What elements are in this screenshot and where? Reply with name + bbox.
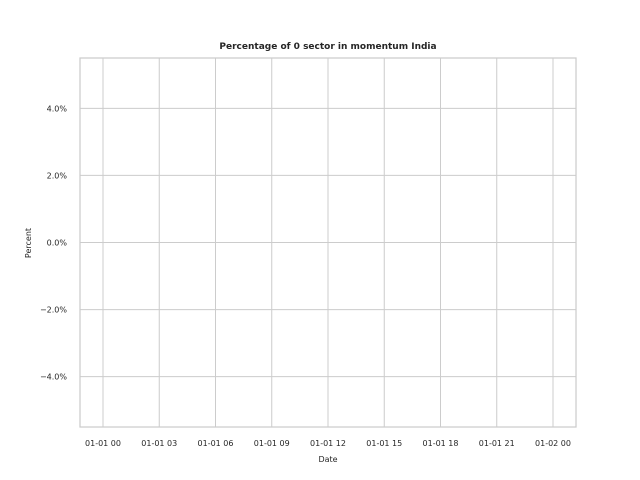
y-tick-label: 4.0% — [47, 104, 68, 113]
x-tick-label: 01-01 18 — [423, 439, 459, 448]
chart-title: Percentage of 0 sector in momentum India — [219, 42, 436, 52]
x-tick-label: 01-01 06 — [198, 439, 234, 448]
x-tick-label: 01-01 00 — [85, 439, 121, 448]
y-tick-label: −4.0% — [40, 373, 67, 382]
x-tick-label: 01-01 21 — [479, 439, 515, 448]
y-tick-label: 2.0% — [47, 171, 68, 180]
x-tick-label: 01-01 15 — [366, 439, 402, 448]
gridlines — [80, 58, 576, 427]
x-tick-label: 01-02 00 — [535, 439, 571, 448]
y-tick-labels: 4.0% 2.0% 0.0% −2.0% −4.0% — [40, 104, 67, 381]
y-tick-label: 0.0% — [47, 239, 68, 248]
x-tick-label: 01-01 03 — [141, 439, 177, 448]
x-tick-label: 01-01 09 — [254, 439, 290, 448]
y-axis-label: Percent — [24, 228, 33, 258]
x-tick-label: 01-01 12 — [310, 439, 346, 448]
x-tick-labels: 01-01 00 01-01 03 01-01 06 01-01 09 01-01 12… — [85, 439, 571, 448]
x-axis-label: Date — [318, 455, 337, 464]
y-tick-label: −2.0% — [40, 306, 67, 315]
plot-frame — [79, 57, 577, 428]
